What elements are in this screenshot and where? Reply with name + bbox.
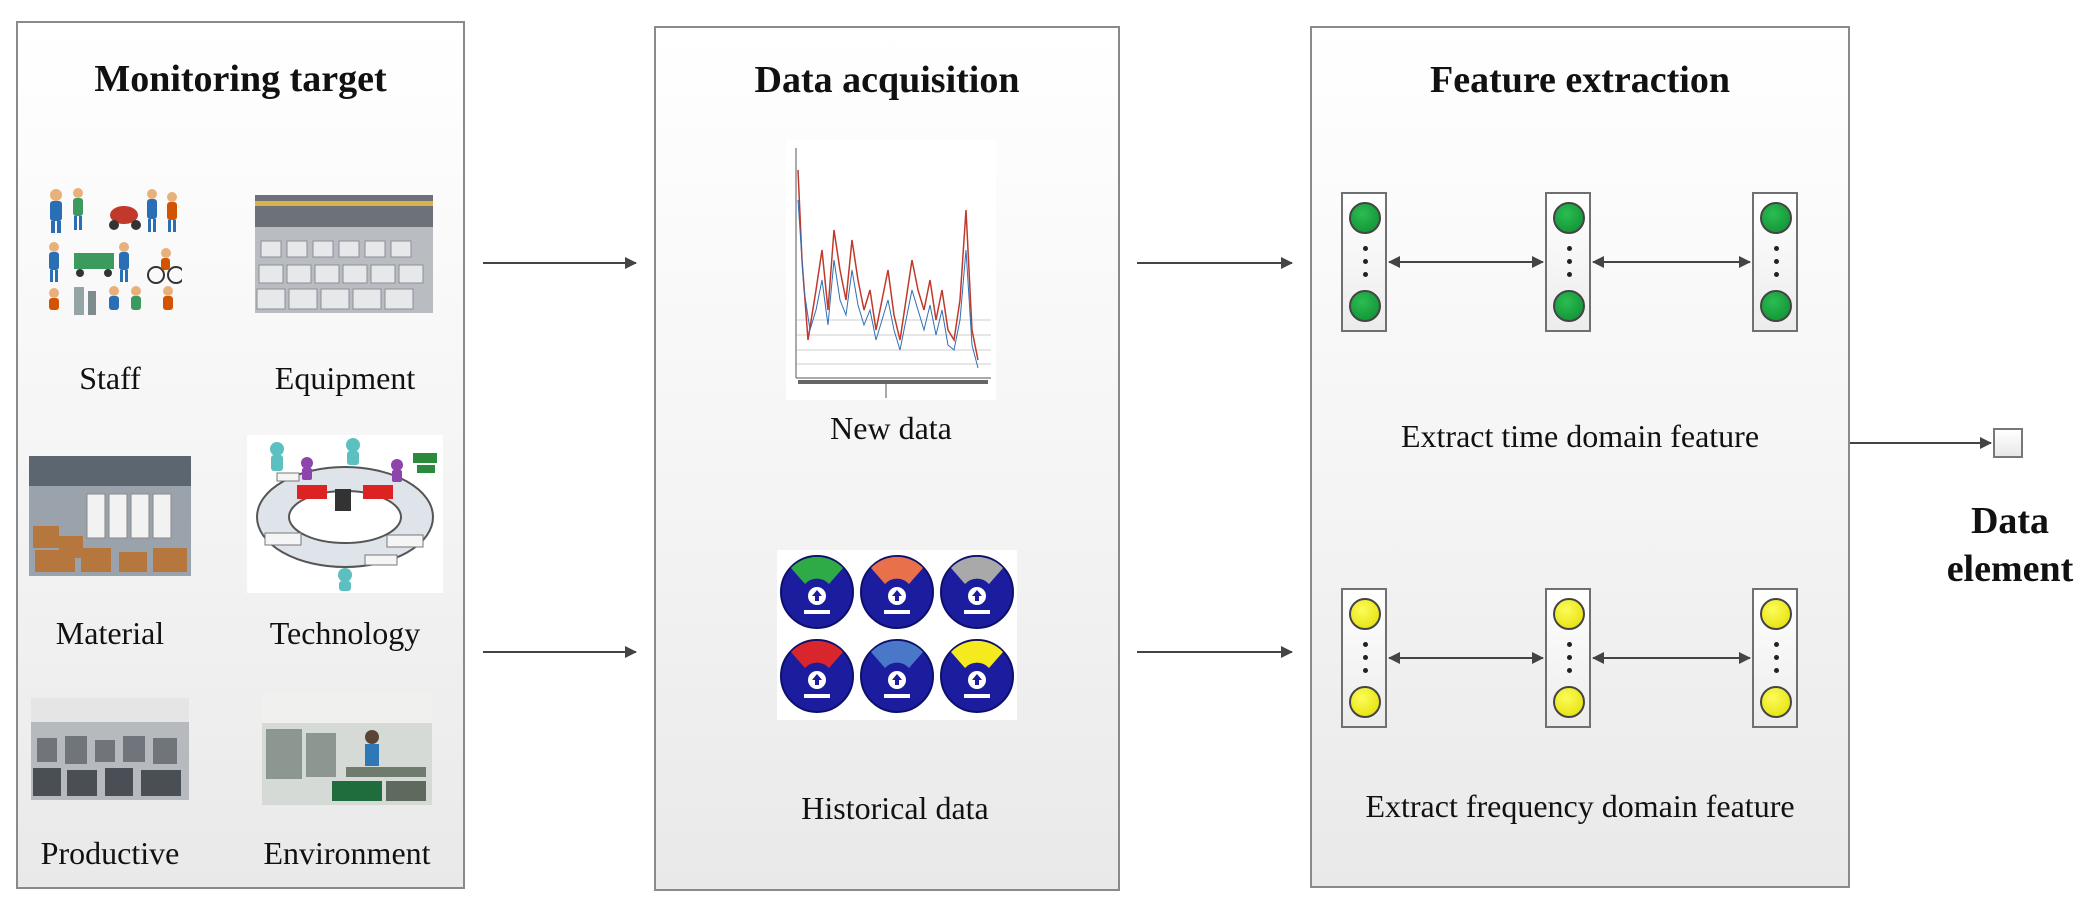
time-node-bottom — [1760, 290, 1792, 322]
frequency-node-bottom — [1553, 686, 1585, 718]
time-node-bottom — [1349, 290, 1381, 322]
time-node-top — [1553, 202, 1585, 234]
production-line-photo — [31, 698, 189, 800]
ellipsis-dot — [1774, 272, 1779, 277]
data-element-label-line2: element — [1946, 548, 2074, 590]
time-node-top — [1349, 202, 1381, 234]
ellipsis-dot — [1363, 642, 1368, 647]
time-feature-column-1 — [1341, 192, 1387, 332]
time-node-top — [1760, 202, 1792, 234]
frequency-node-top — [1760, 598, 1792, 630]
ellipsis-dot — [1774, 259, 1779, 264]
ellipsis-dot — [1567, 272, 1572, 277]
status-badge-blue — [860, 639, 934, 713]
new-data-plot — [786, 140, 996, 400]
status-badge-orange — [860, 555, 934, 629]
ellipsis-dot — [1774, 642, 1779, 647]
ellipsis-dot — [1774, 668, 1779, 673]
process-flow-diagram — [247, 435, 443, 593]
frequency-feature-column-2 — [1545, 588, 1591, 728]
feature-extraction-panel: Feature extraction — [1310, 26, 1850, 888]
historical-data-badges — [777, 550, 1017, 720]
ellipsis-dot — [1567, 668, 1572, 673]
new-data-label: New data — [830, 410, 952, 446]
ellipsis-dot — [1363, 246, 1368, 251]
ellipsis-dot — [1567, 642, 1572, 647]
frequency-node-top — [1553, 598, 1585, 630]
time-feature-column-3 — [1752, 192, 1798, 332]
status-badge-red — [780, 639, 854, 713]
status-badge-yellow — [940, 639, 1014, 713]
material-label: Material — [55, 615, 165, 651]
data-element-label-line1: Data — [1970, 500, 2050, 542]
ellipsis-dot — [1774, 246, 1779, 251]
environment-label: Environment — [263, 835, 431, 871]
workshop-environment-photo — [262, 693, 432, 805]
technology-label: Technology — [269, 615, 421, 651]
frequency-feature-column-3 — [1752, 588, 1798, 728]
frequency-node-top — [1349, 598, 1381, 630]
factory-equipment-photo — [255, 195, 433, 313]
data-element-box — [1993, 428, 2023, 458]
ellipsis-dot — [1567, 655, 1572, 660]
frequency-domain-feature-label: Extract frequency domain feature — [1365, 788, 1795, 824]
data-element-label: Data element — [1930, 497, 2075, 593]
feature-extraction-title: Feature extraction — [1429, 59, 1730, 101]
staff-people-icon — [44, 187, 182, 317]
historical-data-label: Historical data — [801, 790, 989, 826]
data-acquisition-title: Data acquisition — [754, 59, 1020, 101]
time-node-bottom — [1553, 290, 1585, 322]
status-badge-gray — [940, 555, 1014, 629]
status-badge-green — [780, 555, 854, 629]
time-domain-feature-label: Extract time domain feature — [1400, 418, 1760, 454]
frequency-node-bottom — [1760, 686, 1792, 718]
ellipsis-dot — [1567, 259, 1572, 264]
frequency-feature-column-1 — [1341, 588, 1387, 728]
warehouse-material-photo — [29, 456, 191, 576]
ellipsis-dot — [1363, 668, 1368, 673]
productive-label: Productive — [40, 835, 180, 871]
ellipsis-dot — [1363, 259, 1368, 264]
time-feature-column-2 — [1545, 192, 1591, 332]
ellipsis-dot — [1363, 272, 1368, 277]
ellipsis-dot — [1774, 655, 1779, 660]
ellipsis-dot — [1567, 246, 1572, 251]
ellipsis-dot — [1363, 655, 1368, 660]
monitoring-target-title: Monitoring target — [94, 58, 387, 100]
staff-label: Staff — [79, 360, 141, 396]
equipment-label: Equipment — [274, 360, 416, 396]
frequency-node-bottom — [1349, 686, 1381, 718]
